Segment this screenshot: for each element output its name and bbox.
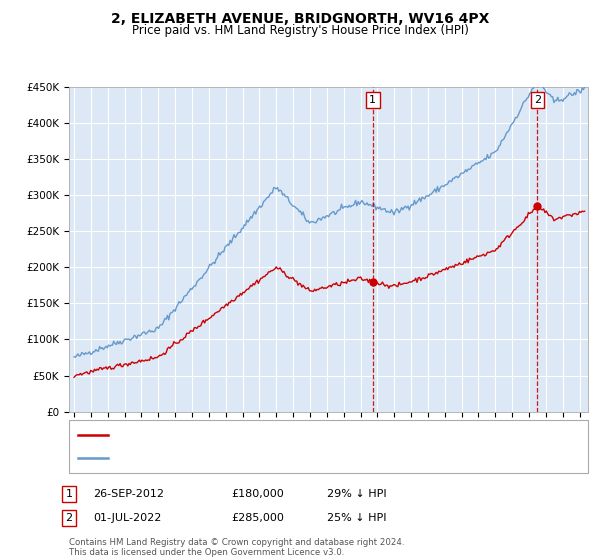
Text: 2, ELIZABETH AVENUE, BRIDGNORTH, WV16 4PX: 2, ELIZABETH AVENUE, BRIDGNORTH, WV16 4P… <box>111 12 489 26</box>
Text: Contains HM Land Registry data © Crown copyright and database right 2024.
This d: Contains HM Land Registry data © Crown c… <box>69 538 404 557</box>
Text: 1: 1 <box>65 489 73 499</box>
Text: HPI: Average price, detached house, Shropshire: HPI: Average price, detached house, Shro… <box>115 453 364 463</box>
Text: £180,000: £180,000 <box>231 489 284 499</box>
Text: 29% ↓ HPI: 29% ↓ HPI <box>327 489 386 499</box>
Text: 26-SEP-2012: 26-SEP-2012 <box>93 489 164 499</box>
Text: 25% ↓ HPI: 25% ↓ HPI <box>327 513 386 523</box>
Text: Price paid vs. HM Land Registry's House Price Index (HPI): Price paid vs. HM Land Registry's House … <box>131 24 469 36</box>
Text: £285,000: £285,000 <box>231 513 284 523</box>
Text: 1: 1 <box>370 95 376 105</box>
Text: 2: 2 <box>65 513 73 523</box>
Text: 01-JUL-2022: 01-JUL-2022 <box>93 513 161 523</box>
Text: 2: 2 <box>534 95 541 105</box>
Text: 2, ELIZABETH AVENUE, BRIDGNORTH, WV16 4PX (detached house): 2, ELIZABETH AVENUE, BRIDGNORTH, WV16 4P… <box>115 430 463 440</box>
